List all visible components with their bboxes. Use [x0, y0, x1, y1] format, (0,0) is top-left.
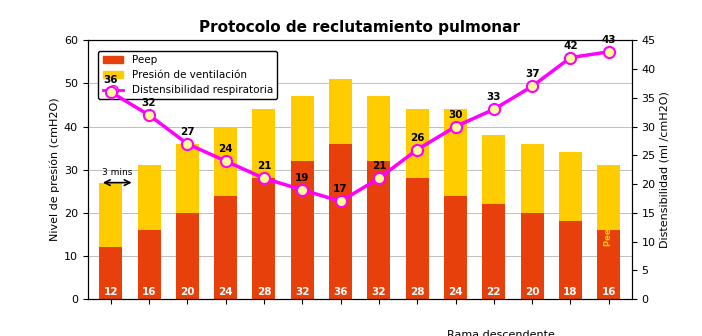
Text: 16: 16 — [142, 287, 157, 297]
Text: 36: 36 — [103, 75, 118, 85]
Text: 17: 17 — [333, 184, 348, 195]
Bar — [521, 213, 543, 299]
Bar — [291, 161, 314, 299]
Y-axis label: Distensibilidad (ml /cmH2O): Distensibilidad (ml /cmH2O) — [660, 91, 670, 248]
Legend: Peep, Presión de ventilación, Distensibilidad respiratoria: Peep, Presión de ventilación, Distensibi… — [98, 51, 277, 99]
Bar — [559, 153, 582, 221]
Text: Peep de apertura: Peep de apertura — [604, 163, 614, 246]
Text: 30: 30 — [449, 110, 463, 120]
Text: 24: 24 — [218, 144, 233, 154]
Text: 3 mins: 3 mins — [102, 168, 133, 177]
Text: 18: 18 — [563, 287, 578, 297]
Text: 37: 37 — [525, 70, 540, 79]
Text: 28: 28 — [410, 287, 425, 297]
Bar — [176, 213, 199, 299]
Text: 32: 32 — [295, 287, 310, 297]
Bar — [444, 109, 467, 196]
Text: 36: 36 — [333, 287, 348, 297]
Bar — [406, 109, 429, 178]
Bar — [482, 204, 505, 299]
Text: 15 cmH2O: 15 cmH2O — [106, 193, 115, 241]
Bar — [329, 144, 352, 299]
Bar — [253, 178, 275, 299]
Text: 27: 27 — [180, 127, 194, 137]
Text: 21: 21 — [257, 161, 271, 171]
Bar — [138, 230, 161, 299]
Bar — [367, 96, 390, 161]
Bar — [329, 79, 352, 144]
Text: 24: 24 — [218, 287, 233, 297]
Bar — [214, 127, 237, 196]
Bar — [597, 165, 621, 230]
Bar — [444, 196, 467, 299]
Bar — [253, 109, 275, 178]
Title: Protocolo de reclutamiento pulmonar: Protocolo de reclutamiento pulmonar — [199, 20, 520, 35]
Text: Rama descendente: Rama descendente — [447, 330, 555, 336]
Text: 22: 22 — [486, 287, 501, 297]
Y-axis label: Nivel de presión (cmH2O): Nivel de presión (cmH2O) — [49, 98, 60, 242]
Bar — [521, 144, 543, 213]
Text: 43: 43 — [602, 35, 616, 45]
Bar — [176, 144, 199, 213]
Bar — [99, 183, 122, 247]
Text: 21: 21 — [371, 161, 386, 171]
Text: 12: 12 — [103, 287, 118, 297]
Bar — [597, 230, 621, 299]
Text: 33: 33 — [486, 92, 501, 102]
Bar — [214, 196, 237, 299]
Text: 32: 32 — [142, 98, 157, 108]
Text: 16: 16 — [602, 287, 616, 297]
Text: 20: 20 — [180, 287, 194, 297]
Text: 24: 24 — [449, 287, 463, 297]
Bar — [406, 178, 429, 299]
Bar — [367, 161, 390, 299]
Text: 20: 20 — [525, 287, 539, 297]
Bar — [99, 247, 122, 299]
Bar — [559, 221, 582, 299]
Bar — [291, 96, 314, 161]
Text: 42: 42 — [563, 41, 578, 51]
Text: 28: 28 — [257, 287, 271, 297]
Text: 26: 26 — [410, 133, 425, 143]
Text: 32: 32 — [371, 287, 386, 297]
Bar — [482, 135, 505, 204]
Text: 19: 19 — [295, 173, 310, 183]
Bar — [138, 165, 161, 230]
